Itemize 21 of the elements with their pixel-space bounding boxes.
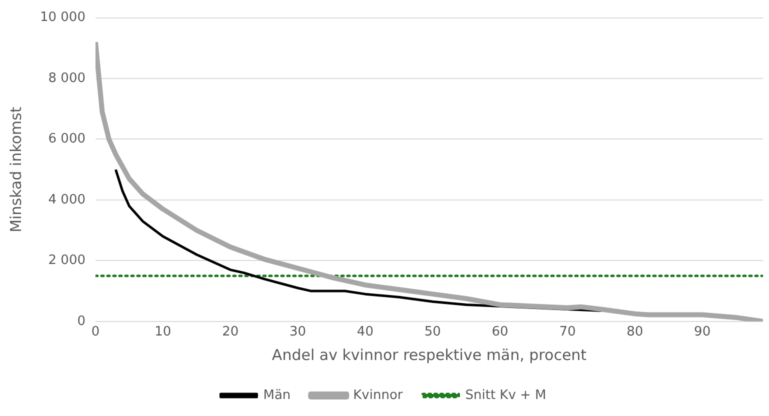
x-tick-label: 30 <box>289 324 306 340</box>
x-tick-label: 0 <box>91 324 100 340</box>
x-tick-label: 20 <box>222 324 239 340</box>
y-tick-label: 8 000 <box>48 70 86 86</box>
y-tick-label: 0 <box>77 314 86 329</box>
x-tick-label: 10 <box>154 324 172 340</box>
y-tick-label: 2 000 <box>48 253 86 268</box>
x-tick-label: 40 <box>356 324 374 340</box>
x-tick-label: 60 <box>492 324 508 340</box>
legend-label: Kvinnor <box>353 388 404 403</box>
y-tick-label: 4 000 <box>48 192 86 208</box>
y-tick-label: 6 000 <box>48 132 86 147</box>
x-tick-label: 90 <box>694 324 711 340</box>
x-tick-label: 80 <box>626 324 644 340</box>
legend-label: Snitt Kv + M <box>465 388 546 403</box>
x-tick-label: 50 <box>424 324 441 340</box>
legend-label: Män <box>263 388 291 403</box>
y-tick-label: 10 000 <box>40 10 86 26</box>
x-tick-label: 70 <box>559 324 576 340</box>
y-axis-title: Minskad inkomst <box>6 106 25 232</box>
x-axis-title: Andel av kvinnor respektive män, procent <box>272 346 587 364</box>
